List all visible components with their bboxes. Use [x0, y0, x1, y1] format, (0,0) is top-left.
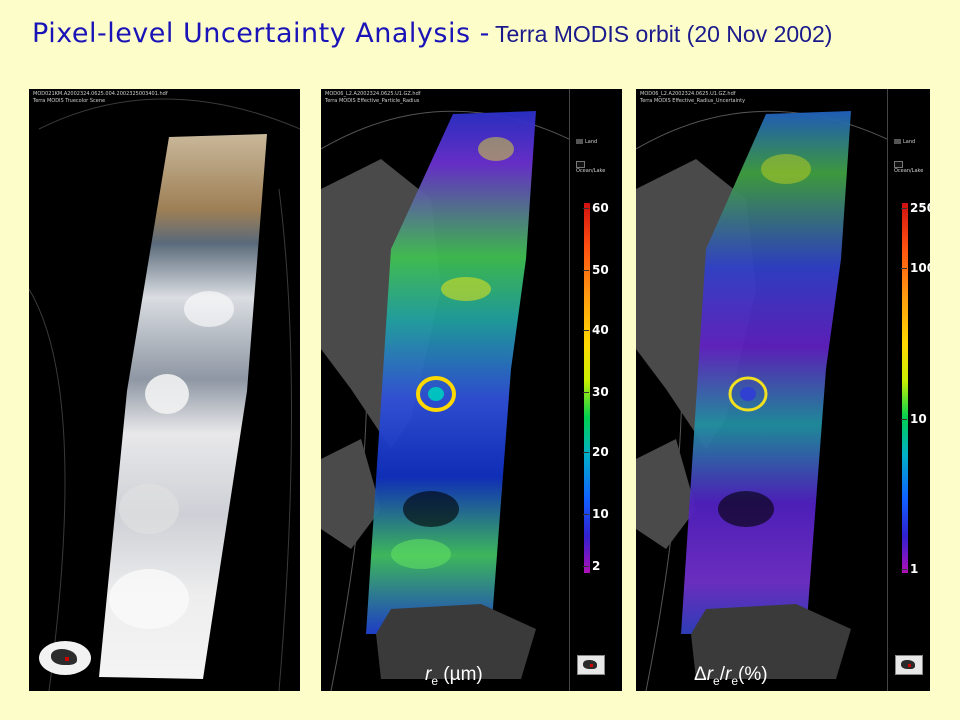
uncertainty-image: [636, 110, 887, 691]
colorbar: [902, 203, 908, 573]
colorbar-tick: 2: [582, 559, 601, 573]
header-filename: MOD06_L2.A2002324.0625.U1.GZ.hdf: [640, 91, 736, 97]
colorbar-tick: 10: [583, 507, 609, 521]
page-title: Pixel-level Uncertainty Analysis - Terra…: [32, 18, 832, 49]
colorbar-tick: 30: [583, 385, 609, 399]
world-locator-map: [39, 641, 91, 675]
colorbar-tick: 50: [583, 263, 609, 277]
legend-land: Land: [894, 139, 915, 145]
colorbar-tick: 100: [900, 261, 930, 275]
title-main: Pixel-level Uncertainty Analysis -: [32, 18, 490, 49]
colorbar-strip: Land Ocean/Lake 60 50 40 30 20 10 2: [569, 89, 609, 691]
colorbar-tick: 250: [900, 201, 930, 215]
effective-radius-panel: MOD06_L2.A2002324.0625.U1.GZ.hdf Terra M…: [321, 89, 622, 691]
header-product: Terra MODIS Truecolor Scene: [33, 98, 106, 104]
colorbar-strip: Land Ocean/Lake 250 100 10 1: [887, 89, 930, 691]
header-filename: MOD021KM.A2002324.0625.004.2002325003401…: [33, 91, 168, 97]
header-filename: MOD06_L2.A2002324.0625.U1.GZ.hdf: [325, 91, 421, 97]
header-product: Terra MODIS Effective_Particle_Radius: [325, 98, 420, 104]
uncertainty-label: Δre/re(%): [694, 664, 768, 688]
title-subtitle: Terra MODIS orbit (20 Nov 2002): [494, 21, 833, 47]
effective-radius-image: [321, 110, 569, 691]
colorbar-tick: 10: [901, 412, 927, 426]
truecolor-image: [29, 98, 300, 691]
colorbar: [584, 203, 590, 573]
header-product: Terra MODIS Effective_Radius_Uncertainty: [640, 98, 746, 104]
world-locator-map: [577, 655, 605, 675]
effective-radius-label: re (µm): [425, 664, 483, 688]
effective-radius-header: MOD06_L2.A2002324.0625.U1.GZ.hdf Terra M…: [325, 91, 421, 105]
world-locator-map: [895, 655, 923, 675]
legend-ocean-lake: Ocean/Lake: [576, 161, 606, 174]
legend-ocean-lake: Ocean/Lake: [894, 161, 924, 174]
colorbar-tick: 20: [583, 445, 609, 459]
colorbar-tick: 60: [583, 201, 609, 215]
uncertainty-header: MOD06_L2.A2002324.0625.U1.GZ.hdf Terra M…: [640, 91, 745, 105]
truecolor-header: MOD021KM.A2002324.0625.004.2002325003401…: [33, 91, 168, 105]
legend-land: Land: [576, 139, 597, 145]
colorbar-tick: 40: [583, 323, 609, 337]
truecolor-panel: MOD021KM.A2002324.0625.004.2002325003401…: [29, 89, 300, 691]
colorbar-tick: 1: [900, 562, 919, 576]
uncertainty-panel: MOD06_L2.A2002324.0625.U1.GZ.hdf Terra M…: [636, 89, 930, 691]
